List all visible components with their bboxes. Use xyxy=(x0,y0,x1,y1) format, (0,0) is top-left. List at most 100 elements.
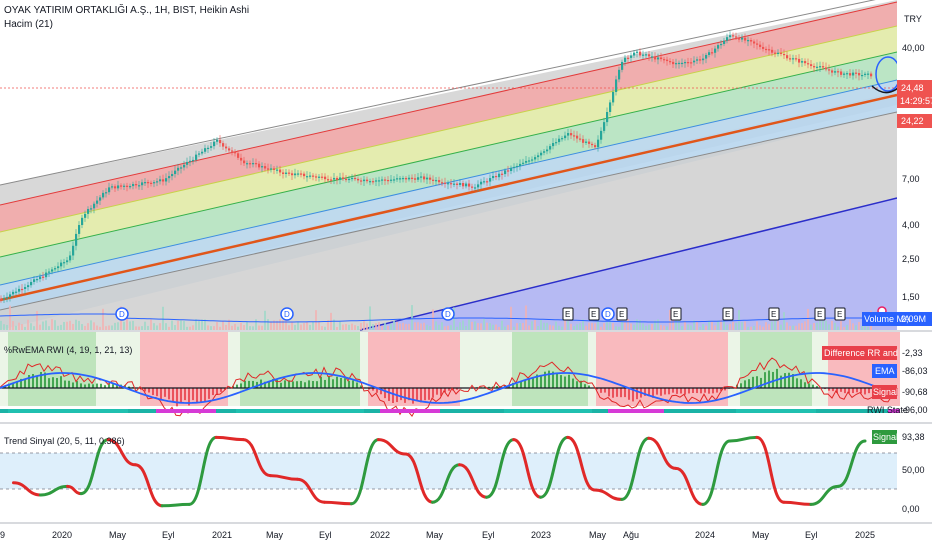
candle-body xyxy=(753,41,756,44)
candle-body xyxy=(648,54,651,57)
earnings-marker[interactable]: E xyxy=(768,307,780,321)
volume-bar xyxy=(408,323,410,330)
rwi-histogram-bar xyxy=(668,388,670,395)
rwi-histogram-bar xyxy=(96,383,98,388)
candle-body xyxy=(225,146,228,149)
volume-bar xyxy=(234,323,236,330)
rwi-state-cell xyxy=(440,332,444,406)
trend-segment xyxy=(376,438,407,456)
dividend-marker[interactable]: D xyxy=(601,307,615,321)
rwi-state-strip-cell xyxy=(372,409,376,413)
rwi-state-strip-cell xyxy=(308,409,312,413)
dividend-marker[interactable]: D xyxy=(115,307,129,321)
rwi-histogram-bar xyxy=(548,370,550,388)
rwi-state-strip-cell xyxy=(464,409,468,413)
rwi-histogram-bar xyxy=(412,388,414,404)
rwi-state-cell xyxy=(864,332,868,406)
rwi-histogram-bar xyxy=(316,381,318,388)
price-pane[interactable]: D D D DE E E E E E E E xyxy=(0,0,901,331)
rwi-histogram-bar xyxy=(12,382,14,388)
earnings-marker[interactable]: E xyxy=(616,307,628,321)
candle-body xyxy=(606,111,609,123)
dividend-marker[interactable]: D xyxy=(441,307,455,321)
earnings-marker[interactable]: E xyxy=(562,307,574,321)
candle-body xyxy=(813,66,816,68)
rwi-state-strip-cell xyxy=(732,409,736,413)
rwi-histogram-bar xyxy=(856,388,858,393)
rwi-state-strip-cell xyxy=(252,409,256,413)
rwi-state-strip-cell xyxy=(836,409,840,413)
candle-body xyxy=(360,180,363,182)
candle-body xyxy=(90,208,93,210)
candle-body xyxy=(630,55,633,58)
candle-body xyxy=(600,130,603,140)
rwi-state-cell xyxy=(696,332,700,406)
volume-bar xyxy=(33,326,35,330)
rwi-histogram-bar xyxy=(600,388,602,393)
candle-body xyxy=(438,180,441,183)
candle-body xyxy=(27,285,30,288)
candle-body xyxy=(405,177,408,180)
volume-bar xyxy=(528,325,530,330)
rwi-state-strip-cell xyxy=(312,409,316,413)
earnings-marker[interactable]: E xyxy=(722,307,734,321)
candle-body xyxy=(195,154,198,160)
volume-bar xyxy=(423,322,425,330)
candle-body xyxy=(786,55,789,59)
earnings-marker[interactable]: E xyxy=(670,307,682,321)
rwi-state-strip-cell xyxy=(768,409,772,413)
candle-body xyxy=(267,168,270,170)
rwi-state-cell xyxy=(700,332,704,406)
candle-body xyxy=(771,49,774,53)
rwi-state-cell xyxy=(416,332,420,406)
rwi-histogram-bar xyxy=(176,388,178,407)
rwi-state-cell xyxy=(124,332,128,406)
candle-body xyxy=(204,148,207,152)
event-markers[interactable]: D D D DE E E E E E E E xyxy=(115,306,887,321)
candle-body xyxy=(513,166,516,169)
rwi-state-cell xyxy=(208,332,212,406)
rwi-state-cell xyxy=(108,332,112,406)
volume-bar xyxy=(855,325,857,330)
volume-bar xyxy=(762,326,764,330)
volume-bar xyxy=(351,323,353,330)
volume-bar xyxy=(705,325,707,330)
candle-body xyxy=(105,192,108,194)
earnings-marker[interactable]: E xyxy=(588,307,600,321)
rwi-diff-label: Difference RR and its ema xyxy=(824,348,929,358)
volume-bar xyxy=(486,322,488,330)
rwi-histogram-bar xyxy=(372,388,374,391)
dividend-marker[interactable]: D xyxy=(280,307,294,321)
volume-bar xyxy=(555,321,557,330)
candle-body xyxy=(867,73,870,75)
time-axis[interactable]: 9 2020 May Eyl 2021 May Eyl 2022 May Eyl 2023 May Ağ… xyxy=(0,522,932,540)
candle-body xyxy=(159,179,162,182)
candle-body xyxy=(762,46,765,49)
rwi-value-tags: Difference RR and its ema -2,33 EMA -86,… xyxy=(822,346,929,415)
earnings-marker[interactable]: E xyxy=(814,307,826,321)
candle-body xyxy=(384,179,387,181)
rwi-state-cell xyxy=(148,332,152,406)
rwi-state-cell xyxy=(300,332,304,406)
candle-body xyxy=(837,71,840,73)
rwi-histogram-bar xyxy=(292,381,294,388)
channel-line-yellow xyxy=(0,25,898,233)
rwi-state-cell xyxy=(168,332,172,406)
candle-body xyxy=(702,58,705,61)
volume-bar xyxy=(111,325,113,330)
earnings-marker[interactable]: E xyxy=(834,307,846,321)
rwi-state-cell xyxy=(32,332,36,406)
rwi-state-background xyxy=(0,332,900,406)
rwi-histogram-bar xyxy=(112,384,114,388)
rwi-state-strip-cell xyxy=(212,409,216,413)
candle-body xyxy=(804,61,807,64)
volume-bar xyxy=(252,326,254,330)
volume-bar xyxy=(243,325,245,330)
rwi-pane[interactable]: %RwEMA RWI (4, 19, 1, 21, 13) xyxy=(0,330,932,417)
rwi-state-cell xyxy=(896,332,900,406)
volume-bar xyxy=(663,325,665,330)
candle-body xyxy=(657,57,660,60)
price-axis[interactable]: TRY 40,00 7,00 4,00 2,50 1,50 24,48 14:2… xyxy=(897,0,932,550)
volume-bar xyxy=(489,323,491,330)
trend-pane[interactable]: Trend Sinyal (20, 5, 11, 0.386) 50,00 0,… xyxy=(0,422,932,514)
